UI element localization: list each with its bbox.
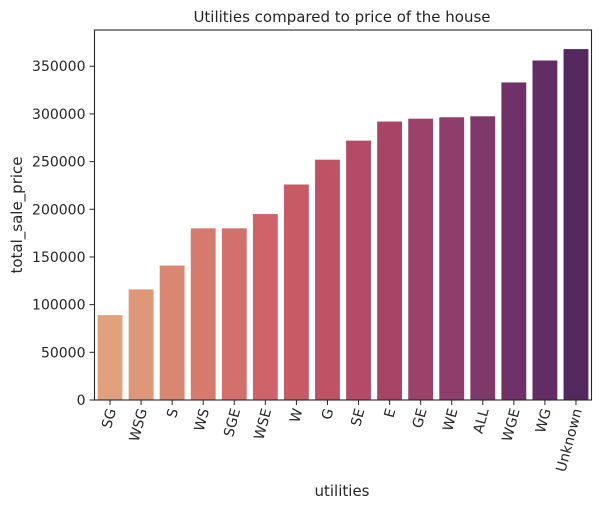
y-tick-label: 250000 [32,155,85,171]
y-tick-label: 200000 [32,202,85,218]
x-tick-label: WSG [127,407,151,444]
x-tick-label: Unknown [554,407,586,474]
x-tick-label: SE [348,407,368,428]
y-tick-label: 0 [77,393,86,409]
y-axis-label: total_sale_price [8,156,27,273]
bar-se [346,140,371,400]
bar-w [283,184,309,400]
bar-all [470,116,496,400]
x-tick-label: GE [410,407,431,430]
bar-e [377,121,403,401]
bar-wg [532,60,558,400]
x-tick-label: G [319,407,337,422]
x-tick-label: SGE [221,407,244,439]
x-tick-label: ALL [471,407,493,436]
plot-frame [93,29,593,401]
y-tick-label: 50000 [41,345,86,361]
x-tick-label: WGE [500,407,524,444]
x-axis-label: utilities [315,482,370,500]
x-tick-label: W [287,407,306,425]
bar-wge [501,82,527,400]
bar-ge [408,118,434,400]
x-tick-label: SG [99,407,120,430]
y-tick-label: 350000 [32,59,85,75]
bar-g [315,159,340,400]
y-tick-label: 150000 [32,250,85,266]
bar-s [159,265,185,400]
bar-unknown [563,49,589,400]
x-tick-label: WS [192,407,213,433]
bar-sge [221,228,247,400]
x-tick-label: E [382,407,400,420]
x-tick-label: WE [440,407,461,433]
bar-wsg [128,289,154,400]
bar-wse [252,214,278,400]
bars-group [97,49,589,401]
chart-title: Utilities compared to price of the house [193,8,490,26]
x-tick-label: WSE [252,407,276,442]
y-axis-ticks: 0 50000 100000 150000 200000 250000 300000 3500… [32,59,95,409]
y-tick-label: 300000 [32,107,85,123]
x-tick-label: S [164,407,182,420]
bar-ws [190,228,216,400]
x-tick-label: WG [533,407,555,435]
bar-sg [97,315,123,400]
y-tick-label: 100000 [32,298,85,314]
bar-we [439,117,465,400]
